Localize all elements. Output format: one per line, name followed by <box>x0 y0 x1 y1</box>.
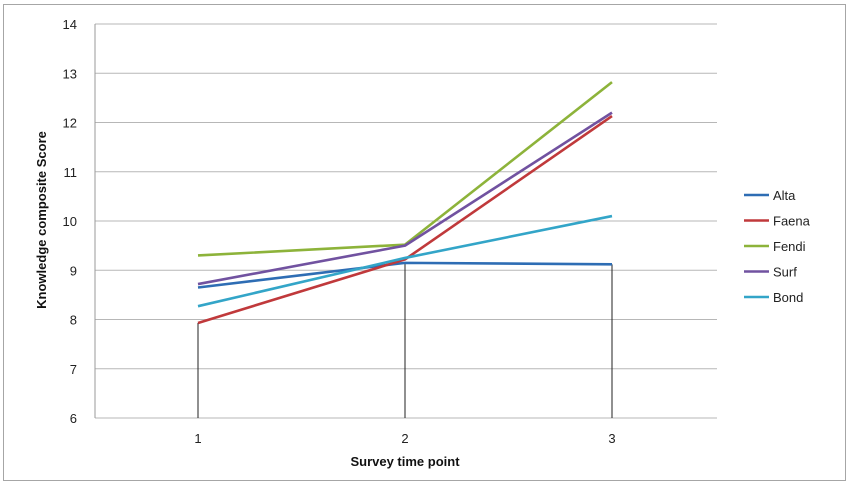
chart-frame <box>3 4 846 481</box>
x-axis-ticks: 1 2 3 <box>194 431 615 446</box>
y-tick-label: 11 <box>64 165 78 180</box>
series-layer <box>197 81 613 325</box>
y-tick-label: 7 <box>70 362 77 377</box>
drop-lines <box>197 262 613 418</box>
y-tick-label: 6 <box>70 411 77 426</box>
series-line-faena <box>197 115 613 325</box>
y-axis-title: Knowledge composite Score <box>34 131 49 309</box>
y-tick-label: 14 <box>63 17 77 32</box>
series-line-surf <box>197 111 613 286</box>
x-tick-label: 2 <box>401 431 408 446</box>
y-tick-label: 13 <box>63 66 77 81</box>
y-tick-label: 12 <box>63 116 77 131</box>
y-axis-ticks: 6 7 8 9 10 11 12 13 14 <box>63 17 77 426</box>
gridlines <box>94 23 717 419</box>
y-tick-label: 8 <box>70 313 77 328</box>
legend-label-bond: Bond <box>773 290 803 305</box>
legend-label-surf: Surf <box>773 265 797 280</box>
x-tick-label: 1 <box>194 431 201 446</box>
series-line-bond <box>197 214 613 308</box>
legend-label-fendi: Fendi <box>773 239 806 254</box>
series-line-alta <box>197 261 613 289</box>
legend-label-alta: Alta <box>773 188 796 203</box>
y-tick-label: 10 <box>63 214 77 229</box>
legend: Alta Faena Fendi Surf Bond <box>744 188 811 305</box>
legend-label-faena: Faena <box>773 214 811 229</box>
x-axis-title: Survey time point <box>350 454 460 469</box>
y-tick-label: 9 <box>70 263 77 278</box>
x-tick-label: 3 <box>608 431 615 446</box>
